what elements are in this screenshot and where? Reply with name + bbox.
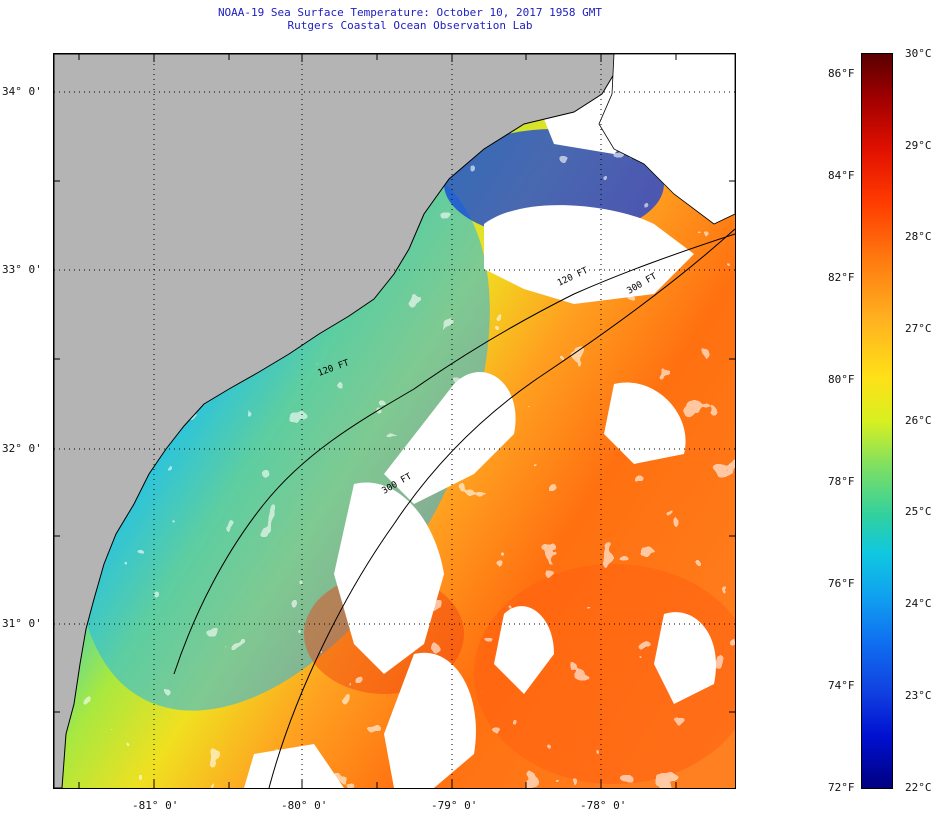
latitude-label: 32° 0'	[2, 442, 42, 455]
longitude-label: -79° 0'	[431, 799, 478, 812]
colorbar-fahrenheit-label: 80°F	[828, 373, 855, 386]
latitude-label: 34° 0'	[2, 85, 42, 98]
latitude-label: 33° 0'	[2, 263, 42, 276]
latitude-label: 31° 0'	[2, 617, 42, 630]
colorbar-celsius-label: 27°C	[905, 322, 932, 335]
isobath-300ft	[268, 228, 735, 788]
colorbar-gradient	[862, 54, 892, 788]
land-northeast	[598, 54, 735, 225]
colorbar-celsius-label: 26°C	[905, 414, 932, 427]
colorbar-celsius-label: 24°C	[905, 597, 932, 610]
longitude-label: -78° 0'	[580, 799, 627, 812]
colorbar-celsius-label: 30°C	[905, 47, 932, 60]
colorbar-celsius-label: 28°C	[905, 230, 932, 243]
sst-map: 120 FT 300 FT 120 FT 300 FT	[53, 53, 736, 789]
colorbar-fahrenheit-label: 78°F	[828, 475, 855, 488]
longitude-label: -81° 0'	[132, 799, 179, 812]
colorbar-celsius-label: 29°C	[905, 139, 932, 152]
temperature-colorbar	[861, 53, 893, 789]
sst-map-canvas: 120 FT 300 FT 120 FT 300 FT	[54, 54, 735, 788]
colorbar-fahrenheit-label: 86°F	[828, 67, 855, 80]
frame-ticks	[54, 54, 735, 788]
graticule	[54, 54, 735, 788]
colorbar-fahrenheit-label: 84°F	[828, 169, 855, 182]
colorbar-fahrenheit-label: 82°F	[828, 271, 855, 284]
isobath-120ft	[173, 233, 735, 675]
colorbar-fahrenheit-label: 76°F	[828, 577, 855, 590]
colorbar-fahrenheit-label: 72°F	[828, 781, 855, 794]
longitude-label: -80° 0'	[281, 799, 328, 812]
colorbar-fahrenheit-label: 74°F	[828, 679, 855, 692]
land-mass	[54, 54, 615, 788]
map-title: NOAA-19 Sea Surface Temperature: October…	[217, 6, 603, 19]
map-subtitle: Rutgers Coastal Ocean Observation Lab	[287, 19, 533, 32]
colorbar-celsius-label: 22°C	[905, 781, 932, 794]
colorbar-celsius-label: 25°C	[905, 505, 932, 518]
colorbar-celsius-label: 23°C	[905, 689, 932, 702]
